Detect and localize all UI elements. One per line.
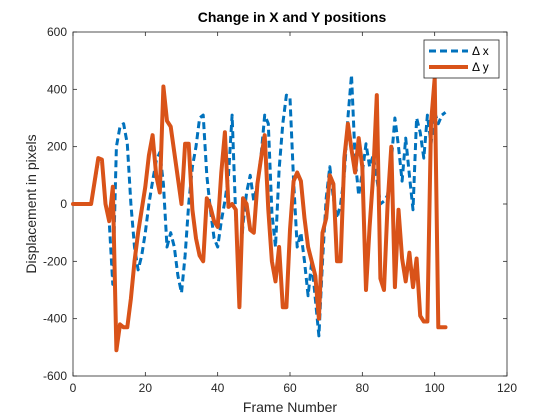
x-tick-label: 100 bbox=[425, 381, 445, 395]
y-tick-label: 200 bbox=[47, 140, 67, 154]
legend-label-delta-x: Δ x bbox=[472, 44, 489, 58]
y-tick-label: -200 bbox=[43, 254, 67, 268]
legend-label-delta-y: Δ y bbox=[472, 60, 489, 74]
axis-ticks: 0 20 40 60 80 100 120 -600 -400 -200 0 200 400 600 bbox=[43, 25, 517, 395]
x-tick-label: 20 bbox=[139, 381, 153, 395]
legend-box bbox=[423, 39, 500, 79]
x-tick-label: 0 bbox=[70, 381, 77, 395]
y-tick-label: 400 bbox=[47, 82, 67, 96]
chart-title: Change in X and Y positions bbox=[198, 9, 387, 25]
series-line-delta-y bbox=[71, 75, 448, 353]
y-axis-title: Displacement in pixels bbox=[23, 134, 39, 273]
y-tick-label: -400 bbox=[43, 312, 67, 326]
x-tick-label: 80 bbox=[356, 381, 370, 395]
y-tick-label: 600 bbox=[47, 25, 67, 39]
x-tick-label: 120 bbox=[497, 381, 517, 395]
series-layer bbox=[71, 73, 448, 353]
y-tick-label: -600 bbox=[43, 369, 67, 383]
legend: Δ x Δ y bbox=[423, 39, 500, 79]
x-axis-title: Frame Number bbox=[243, 399, 337, 415]
x-tick-label: 60 bbox=[283, 381, 297, 395]
y-tick-label: 0 bbox=[60, 197, 67, 211]
x-tick-label: 40 bbox=[211, 381, 225, 395]
